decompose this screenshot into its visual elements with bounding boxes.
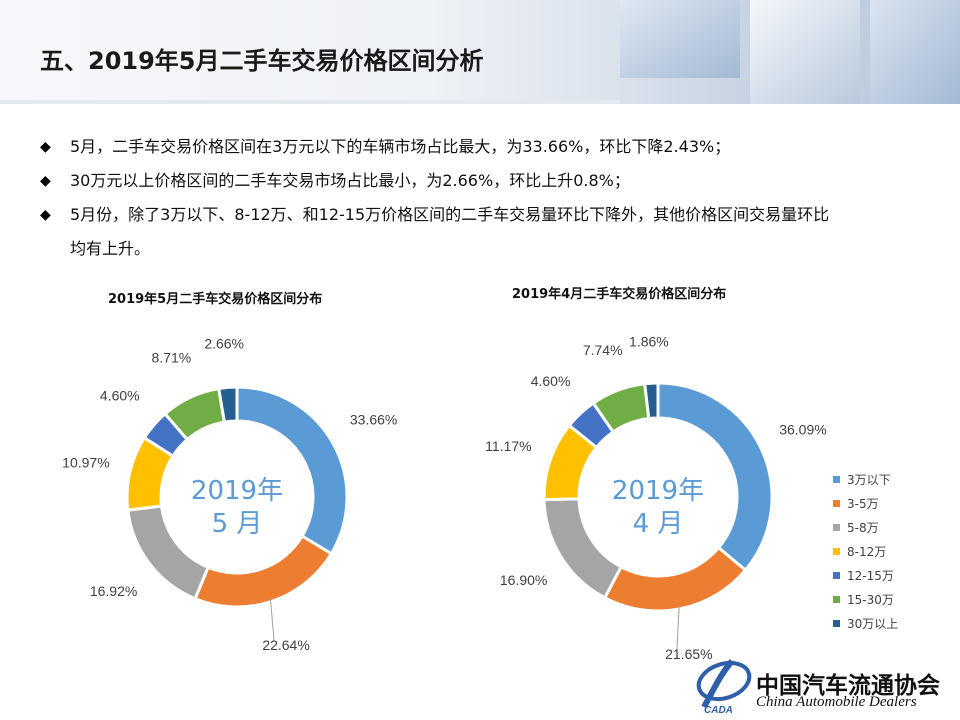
organization-name-en: China Automobile Dealers — [756, 694, 917, 710]
legend-label-3: 8-12万 — [847, 545, 886, 559]
data-label-april-3: 11.17% — [485, 438, 531, 454]
diamond-bullet-icon: ◆ — [40, 207, 51, 223]
legend-swatch-6 — [833, 620, 840, 627]
header-underline — [0, 100, 620, 104]
data-label-may-6: 2.66% — [204, 336, 244, 352]
legend-swatch-4 — [833, 572, 840, 579]
data-label-may-4: 4.60% — [100, 388, 140, 404]
legend-swatch-0 — [833, 476, 840, 483]
legend-label-2: 5-8万 — [847, 521, 879, 535]
chart-title-may: 2019年5月二手车交易价格区间分布 — [108, 292, 323, 307]
leader-line-april-1 — [676, 604, 680, 651]
bullet-text: 均有上升。 — [70, 239, 151, 258]
legend-label-1: 3-5万 — [847, 497, 879, 511]
legend-label-6: 30万以上 — [847, 617, 898, 631]
data-label-may-2: 16.92% — [90, 583, 137, 599]
data-label-april-2: 16.90% — [500, 572, 547, 588]
page-title: 五、2019年5月二手车交易价格区间分析 — [40, 47, 484, 75]
decorative-blocks — [620, 0, 960, 104]
donut-slice-april-0 — [656, 381, 774, 573]
header-banner — [0, 0, 960, 104]
bullet-text: 5月，二手车交易价格区间在3万元以下的车辆市场占比最大，为33.66%，环比下降… — [70, 137, 731, 156]
legend-label-0: 3万以下 — [847, 473, 891, 487]
bullet-text: 5月份，除了3万以下、8-12万、和12-15万价格区间的二手车交易量环比下降外… — [70, 205, 830, 224]
bullet-text: 30万元以上价格区间的二手车交易市场占比最小，为2.66%，环比上升0.8%； — [70, 171, 630, 190]
donut-slice-april-2 — [542, 497, 624, 600]
legend-swatch-5 — [833, 596, 840, 603]
bullet-item: ◆ 30万元以上价格区间的二手车交易市场占比最小，为2.66%，环比上升0.8%… — [40, 164, 955, 198]
organization-name-cn: 中国汽车流通协会 — [756, 673, 940, 699]
bullet-list: ◆ 5月，二手车交易价格区间在3万元以下的车辆市场占比最大，为33.66%，环比… — [40, 130, 955, 266]
data-label-may-1: 22.64% — [262, 637, 309, 653]
data-label-may-5: 8.71% — [152, 350, 192, 366]
bullet-continuation: 均有上升。 — [40, 232, 955, 266]
logo-text: CADA — [704, 705, 733, 715]
donut-slice-may-2 — [126, 504, 211, 601]
center-label-year-may: 2019年 — [191, 476, 283, 506]
legend-label-4: 12-15万 — [847, 569, 894, 583]
diamond-bullet-icon: ◆ — [40, 173, 51, 189]
leader-line-may-1 — [269, 597, 275, 642]
data-label-april-1: 21.65% — [665, 646, 712, 662]
data-label-april-0: 36.09% — [779, 421, 826, 437]
data-label-april-4: 4.60% — [531, 373, 571, 389]
donut-slice-may-1 — [193, 534, 334, 609]
cada-logo: CADA — [696, 659, 752, 715]
data-label-may-0: 33.66% — [350, 412, 397, 428]
legend-swatch-1 — [833, 500, 840, 507]
legend-swatch-2 — [833, 524, 840, 531]
chart-title-april: 2019年4月二手车交易价格区间分布 — [512, 287, 727, 302]
data-label-may-3: 10.97% — [62, 454, 109, 470]
legend-label-5: 15-30万 — [847, 593, 894, 607]
center-label-year-april: 2019年 — [612, 476, 704, 506]
center-label-month-may: 5 月 — [212, 509, 263, 539]
center-label-month-april: 4 月 — [633, 509, 684, 539]
donut-slice-may-6 — [217, 385, 239, 424]
donut-slice-april-1 — [602, 545, 748, 613]
data-label-april-5: 7.74% — [583, 342, 623, 358]
donut-slice-april-6 — [643, 381, 660, 421]
bullet-item: ◆ 5月份，除了3万以下、8-12万、和12-15万价格区间的二手车交易量环比下… — [40, 198, 955, 232]
legend-swatch-3 — [833, 548, 840, 555]
data-label-april-6: 1.86% — [629, 333, 669, 349]
diamond-bullet-icon: ◆ — [40, 139, 51, 155]
bullet-item: ◆ 5月，二手车交易价格区间在3万元以下的车辆市场占比最大，为33.66%，环比… — [40, 130, 955, 164]
